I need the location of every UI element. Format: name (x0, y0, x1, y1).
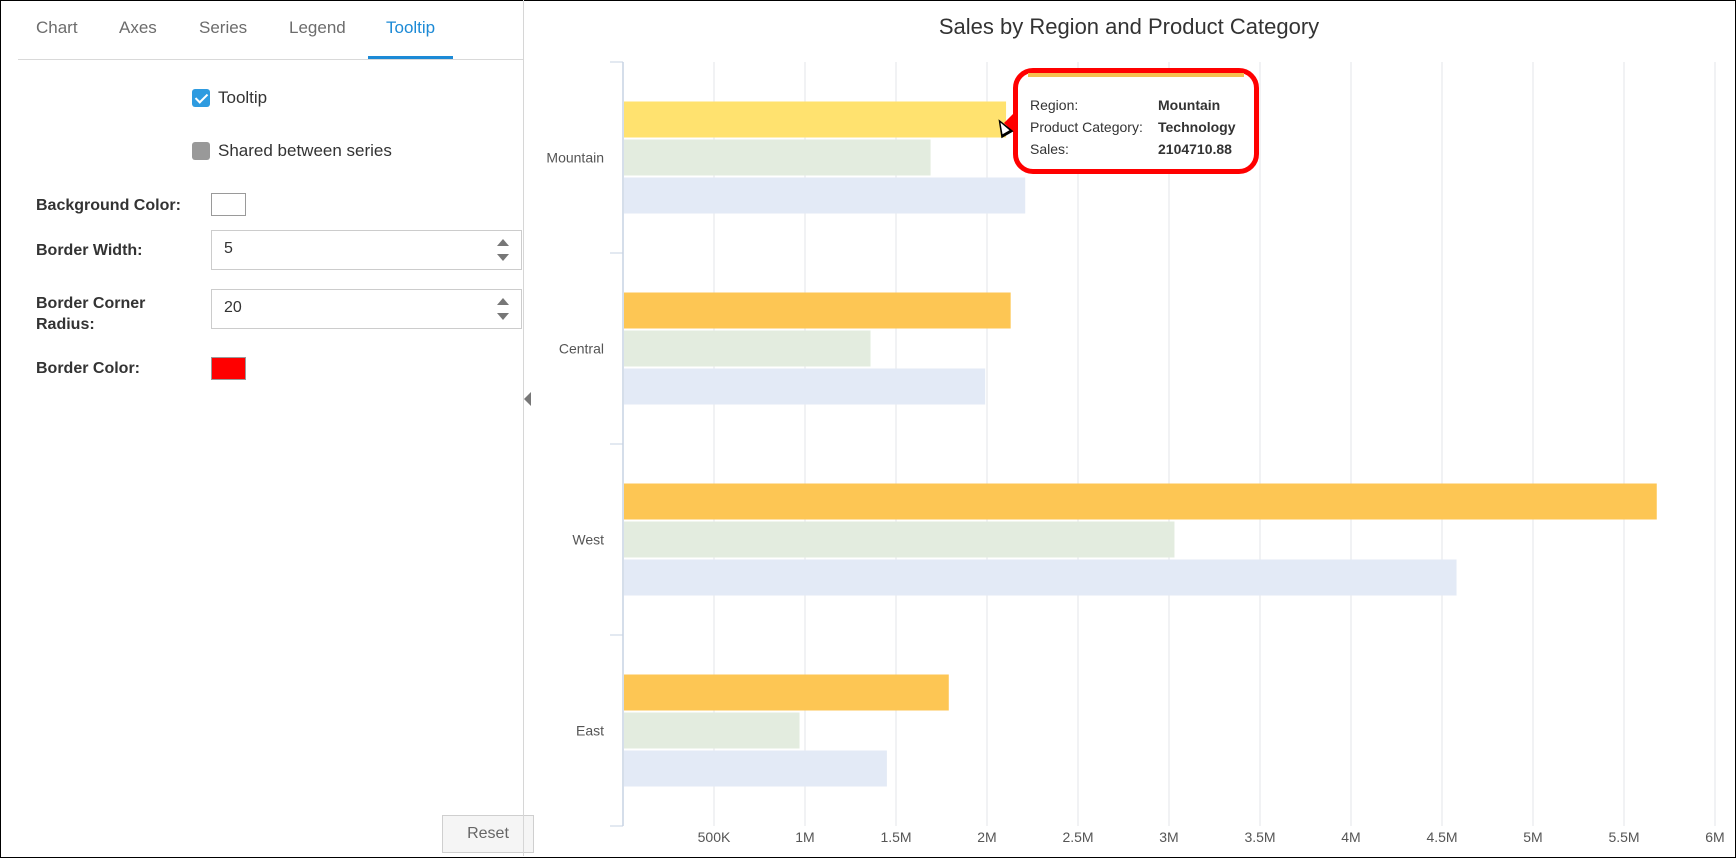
bar (624, 139, 931, 176)
border-corner-radius-stepper[interactable] (497, 298, 509, 322)
tooltip-checkbox[interactable] (192, 89, 210, 107)
x-tick-label: 4.5M (1426, 829, 1457, 845)
tooltip-series-color-bar (1028, 73, 1244, 77)
border-color-label: Border Color: (36, 360, 140, 377)
y-category-label: West (572, 532, 604, 548)
tab-chart[interactable]: Chart (36, 18, 78, 37)
tab-axes[interactable]: Axes (119, 18, 157, 37)
bar (624, 674, 949, 711)
bar (624, 292, 1011, 329)
collapse-panel-icon[interactable] (524, 392, 531, 406)
tooltip-value-sales: 2104710.88 (1158, 141, 1232, 157)
tab-tooltip[interactable]: Tooltip (368, 0, 454, 59)
tooltip-checkbox-label: Tooltip (218, 88, 268, 107)
border-width-label: Border Width: (36, 242, 143, 259)
bar (624, 101, 1007, 138)
tooltip-row-region: Region: Mountain (1030, 95, 1260, 115)
tab-series[interactable]: Series (199, 18, 248, 37)
shared-between-series-label: Shared between series (218, 141, 392, 160)
bar (624, 750, 887, 787)
tooltip-value-region: Mountain (1158, 97, 1221, 113)
x-tick-label: 6M (1705, 829, 1724, 845)
tooltip-value-category: Technology (1158, 119, 1236, 135)
bar (624, 330, 871, 367)
panel-divider (523, 0, 524, 856)
x-tick-label: 5M (1523, 829, 1542, 845)
x-tick-label: 2M (977, 829, 996, 845)
border-width-input[interactable]: 5 (211, 230, 522, 270)
shared-between-series-checkbox[interactable] (192, 142, 210, 160)
tooltip-row-category: Product Category: Technology (1030, 117, 1260, 137)
x-tick-label: 2.5M (1062, 829, 1093, 845)
x-tick-label: 4M (1341, 829, 1360, 845)
bar (624, 368, 986, 405)
border-color-swatch[interactable] (211, 357, 246, 380)
tooltip-key-category: Product Category: (1030, 119, 1143, 135)
tab-legend[interactable]: Legend (289, 18, 346, 37)
y-category-label: East (576, 723, 604, 739)
bar (624, 483, 1657, 520)
bar (624, 521, 1175, 558)
border-corner-radius-value: 20 (224, 299, 242, 316)
border-corner-radius-label-line2: Radius: (36, 316, 95, 333)
reset-button[interactable]: Reset (442, 815, 534, 853)
y-category-label: Central (559, 341, 604, 357)
settings-tabs: Chart Axes Series Legend Tooltip (18, 0, 524, 60)
x-tick-label: 3M (1159, 829, 1178, 845)
chart-tooltip: Region: Mountain Product Category: Techn… (1004, 68, 1260, 174)
x-tick-label: 3.5M (1244, 829, 1275, 845)
bar (624, 559, 1457, 596)
border-corner-radius-input[interactable]: 20 (211, 289, 522, 329)
tooltip-row-sales: Sales: 2104710.88 (1030, 139, 1260, 159)
background-color-label: Background Color: (36, 197, 181, 214)
bar (624, 177, 1026, 214)
shared-between-series-toggle[interactable]: Shared between series (192, 140, 392, 162)
border-corner-radius-label-line1: Border Corner (36, 295, 146, 312)
chart-title: Sales by Region and Product Category (938, 14, 1320, 39)
bar (624, 712, 800, 749)
tooltip-enabled-toggle[interactable]: Tooltip (192, 87, 267, 109)
x-tick-label: 1M (795, 829, 814, 845)
border-width-value: 5 (224, 240, 233, 257)
tooltip-key-sales: Sales: (1030, 141, 1069, 157)
y-category-label: Mountain (546, 150, 604, 166)
tooltip-key-region: Region: (1030, 97, 1079, 113)
border-corner-radius-label: Border Corner Radius: (36, 293, 145, 335)
x-tick-label: 5.5M (1608, 829, 1639, 845)
settings-panel: Chart Axes Series Legend Tooltip Tooltip… (18, 0, 534, 856)
border-width-stepper[interactable] (497, 239, 509, 263)
x-tick-label: 1.5M (880, 829, 911, 845)
x-tick-label: 500K (698, 829, 731, 845)
background-color-swatch[interactable] (211, 193, 246, 216)
